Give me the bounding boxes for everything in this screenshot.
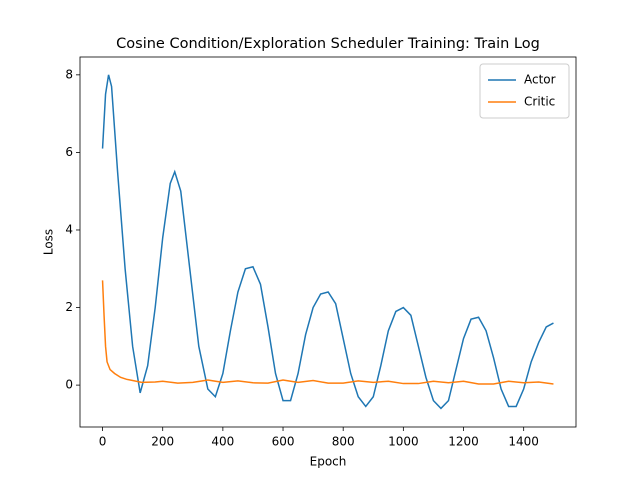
y-tick-label: 6: [65, 145, 73, 159]
y-tick-label: 2: [65, 300, 73, 314]
x-tick-label: 600: [272, 435, 295, 449]
y-tick-label: 8: [65, 67, 73, 81]
y-tick-label: 4: [65, 222, 73, 236]
legend-label: Actor: [524, 73, 556, 87]
line-series: [101, 74, 554, 410]
plot-frame: [79, 56, 577, 428]
x-tick-label: 400: [211, 435, 234, 449]
line-series: [101, 280, 554, 385]
x-axis-label: Epoch: [310, 455, 347, 469]
legend-box: [479, 63, 570, 119]
x-tick-label: 1400: [508, 435, 539, 449]
x-tick-label: 800: [332, 435, 355, 449]
x-tick-label: 0: [99, 435, 107, 449]
x-tick-label: 200: [151, 435, 174, 449]
x-tick-label: 1200: [448, 435, 479, 449]
x-tick-label: 1000: [388, 435, 419, 449]
y-axis-label: Loss: [42, 229, 56, 255]
legend-label: Critic: [524, 95, 555, 109]
chart-title: Cosine Condition/Exploration Scheduler T…: [116, 36, 540, 52]
y-tick-label: 0: [65, 378, 73, 392]
